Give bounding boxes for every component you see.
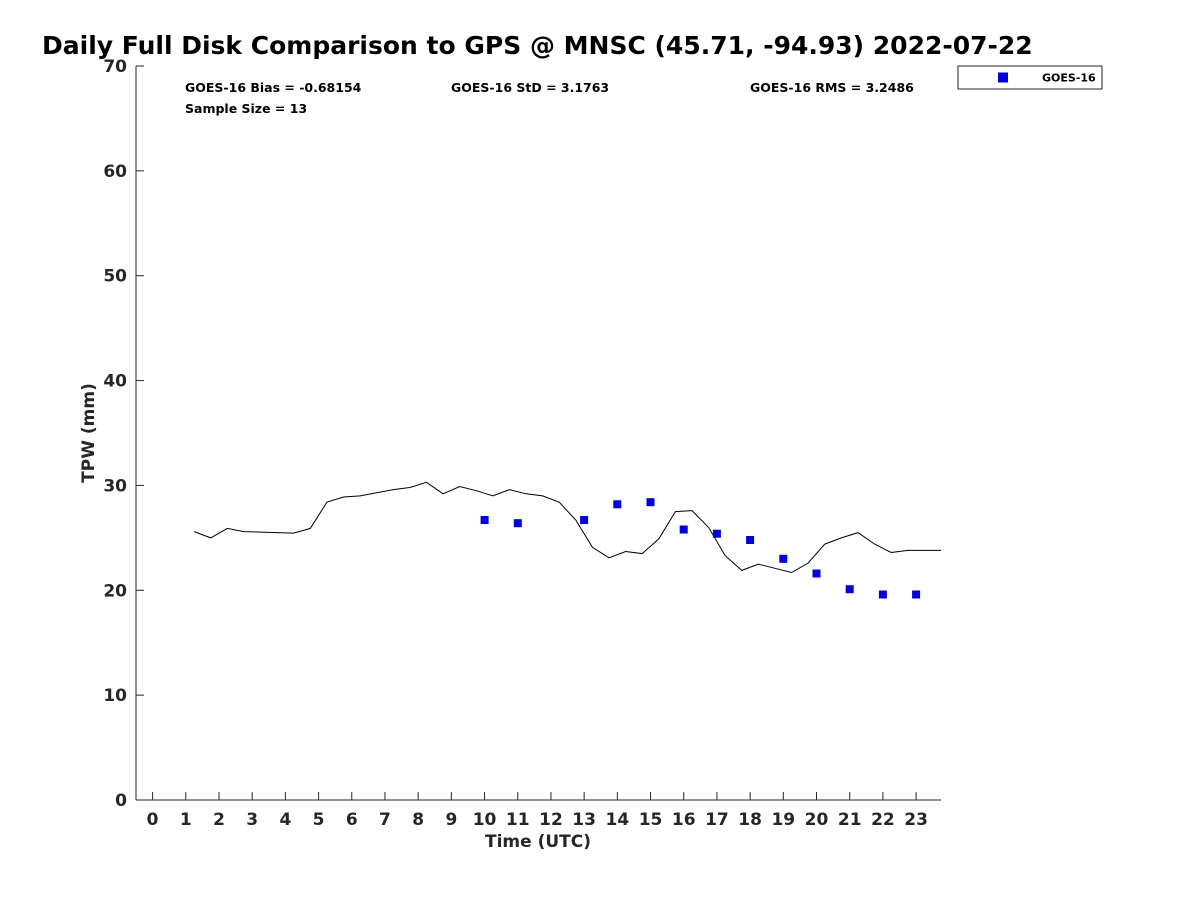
goes16-point-23 [912, 590, 921, 599]
chart-title: Daily Full Disk Comparison to GPS @ MNSC… [42, 31, 1033, 60]
x-tick-label-12: 12 [539, 810, 563, 830]
x-tick-label-13: 13 [572, 810, 596, 830]
x-ticks: 0 1 2 3 4 5 6 7 8 9 10 11 12 13 14 15 16 17 18 19 20 21 22 23 [147, 792, 928, 830]
goes16-point-14 [613, 500, 622, 509]
x-tick-label-17: 17 [705, 810, 729, 830]
x-tick-label-18: 18 [738, 810, 762, 830]
x-tick-label-16: 16 [672, 810, 696, 830]
legend-box [957, 65, 1103, 90]
x-tick-label-19: 19 [771, 810, 795, 830]
x-tick-label-10: 10 [473, 810, 497, 830]
x-tick-label-4: 4 [279, 810, 291, 830]
goes16-point-22 [878, 590, 887, 599]
goes16-markers [480, 498, 921, 599]
x-tick-label-5: 5 [313, 810, 325, 830]
x-axis-label: Time (UTC) [485, 832, 591, 852]
goes16-point-13 [580, 516, 589, 524]
y-tick-label-50: 50 [103, 267, 127, 287]
x-tick-label-21: 21 [838, 810, 862, 830]
x-tick-label-3: 3 [246, 810, 258, 830]
gps-series-line [193, 481, 941, 574]
goes16-point-15 [646, 498, 655, 507]
y-ticks: 0 10 20 30 40 50 60 70 [103, 57, 144, 811]
x-tick-label-20: 20 [805, 810, 829, 830]
goes16-point-21 [845, 585, 854, 594]
x-tick-label-0: 0 [147, 810, 159, 830]
goes16-point-11 [513, 519, 522, 528]
y-axis-label: TPW (mm) [79, 383, 99, 483]
goes16-point-10 [480, 516, 489, 524]
sample-size-stat: Sample Size = 13 [185, 101, 307, 116]
bias-stat: GOES-16 Bias = -0.68154 [185, 80, 362, 95]
legend-label-goes16: GOES-16 [1042, 72, 1096, 85]
goes16-point-16 [679, 525, 688, 534]
x-tick-label-2: 2 [213, 810, 225, 830]
y-tick-label-10: 10 [103, 686, 127, 706]
x-tick-label-15: 15 [639, 810, 663, 830]
x-tick-label-1: 1 [180, 810, 192, 830]
y-tick-label-60: 60 [103, 162, 127, 182]
x-tick-label-23: 23 [904, 810, 928, 830]
x-tick-label-9: 9 [445, 810, 457, 830]
rms-stat: GOES-16 RMS = 3.2486 [750, 80, 914, 95]
legend: GOES-16 [957, 65, 1103, 90]
x-tick-label-11: 11 [506, 810, 530, 830]
goes16-point-20 [812, 569, 821, 578]
x-tick-label-8: 8 [412, 810, 424, 830]
goes16-point-19 [779, 554, 788, 563]
legend-marker [998, 72, 1008, 83]
x-tick-label-14: 14 [606, 810, 630, 830]
y-tick-label-70: 70 [103, 57, 127, 77]
y-tick-label-20: 20 [103, 581, 127, 601]
goes16-point-17 [712, 529, 721, 538]
y-tick-label-0: 0 [115, 791, 127, 811]
std-stat: GOES-16 StD = 3.1763 [451, 80, 609, 95]
x-tick-label-22: 22 [871, 810, 895, 830]
goes16-point-18 [746, 536, 755, 544]
x-tick-label-7: 7 [379, 810, 391, 830]
y-tick-label-30: 30 [103, 476, 127, 496]
x-tick-label-6: 6 [346, 810, 358, 830]
y-tick-label-40: 40 [103, 372, 127, 392]
